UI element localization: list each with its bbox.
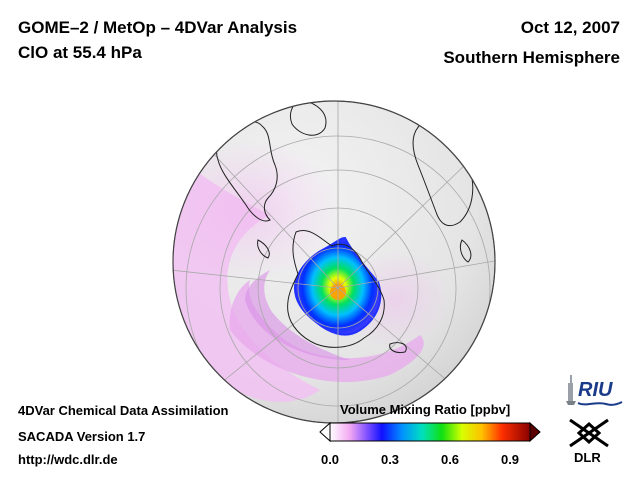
hemisphere-label: Southern Hemisphere [443, 48, 620, 67]
analysis-date: Oct 12, 2007 [520, 18, 620, 37]
footer-assimilation: 4DVar Chemical Data Assimilation [18, 403, 229, 418]
colorbar [319, 421, 541, 443]
clo-low-band-dark [245, 270, 350, 360]
clo-low-band-south [229, 280, 424, 383]
dlr-logo: DLR [569, 418, 609, 465]
coastlines [215, 101, 474, 353]
colorbar-tick-label: 0.0 [320, 452, 340, 467]
riu-logo: RIU [566, 375, 623, 406]
svg-text:RIU: RIU [578, 379, 613, 401]
colorbar-tick-label: 0.6 [440, 452, 460, 467]
colorbar-tick-label: 0.9 [500, 452, 520, 467]
colorbar-max-arrow [529, 421, 541, 443]
map-subtitle: ClO at 55.4 hPa [18, 43, 142, 62]
footer-link[interactable]: http://wdc.dlr.de [18, 452, 118, 467]
map-title: GOME–2 / MetOp – 4DVar Analysis [18, 18, 298, 37]
footer-version: SACADA Version 1.7 [18, 429, 146, 444]
svg-text:DLR: DLR [574, 450, 601, 465]
colorbar-gradient [329, 422, 531, 442]
colorbar-label: Volume Mixing Ratio [ppbv] [340, 402, 511, 417]
colorbar-tick-label: 0.3 [380, 452, 400, 467]
colorbar-min-arrow [319, 421, 331, 443]
